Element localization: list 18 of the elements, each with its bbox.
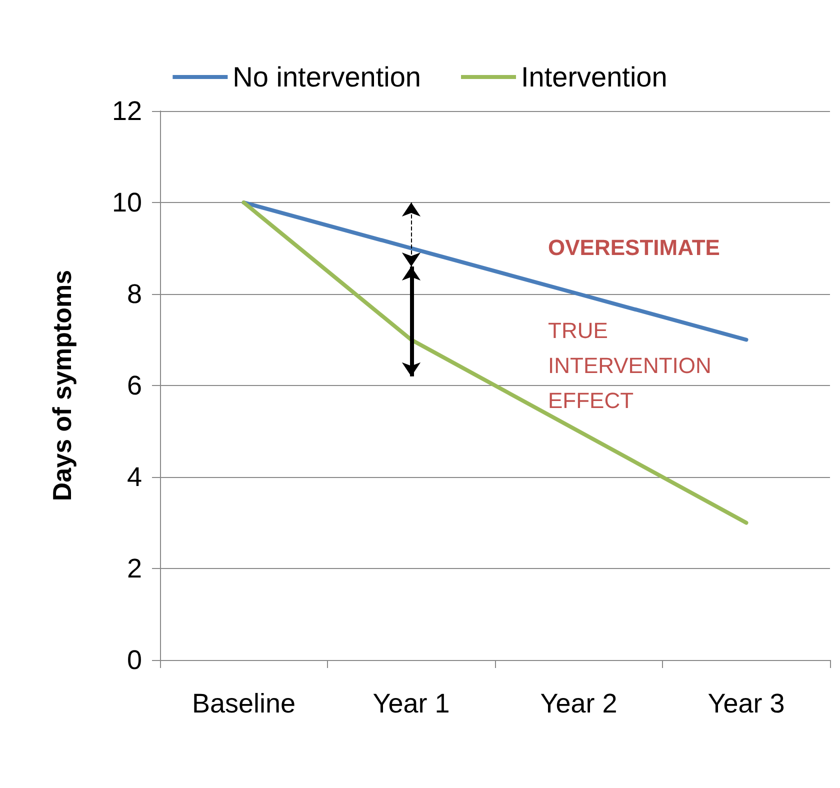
x-tick-label: Year 1 — [372, 688, 450, 718]
y-tick-label: 8 — [126, 279, 142, 309]
x-tick-label: Year 3 — [708, 688, 785, 718]
line-series — [242, 200, 748, 342]
y-tick-label: 0 — [126, 645, 142, 675]
legend-label: No intervention — [232, 62, 422, 92]
line-series — [242, 200, 748, 525]
x-tick-label: Year 2 — [540, 688, 618, 718]
y-tick-label: 2 — [126, 554, 142, 584]
y-tick-label: 6 — [126, 370, 142, 400]
legend-label: Intervention — [521, 62, 668, 92]
annotation: OVERESTIMATE — [548, 235, 720, 260]
annotation: TRUE INTERVENTION EFFECT — [548, 318, 712, 413]
y-axis-title: Days of symptoms — [47, 270, 77, 502]
x-tick-label: Baseline — [192, 688, 296, 718]
y-tick-label: 4 — [126, 462, 142, 492]
y-tick-label: 10 — [112, 188, 142, 218]
y-tick-label: 12 — [112, 96, 142, 126]
